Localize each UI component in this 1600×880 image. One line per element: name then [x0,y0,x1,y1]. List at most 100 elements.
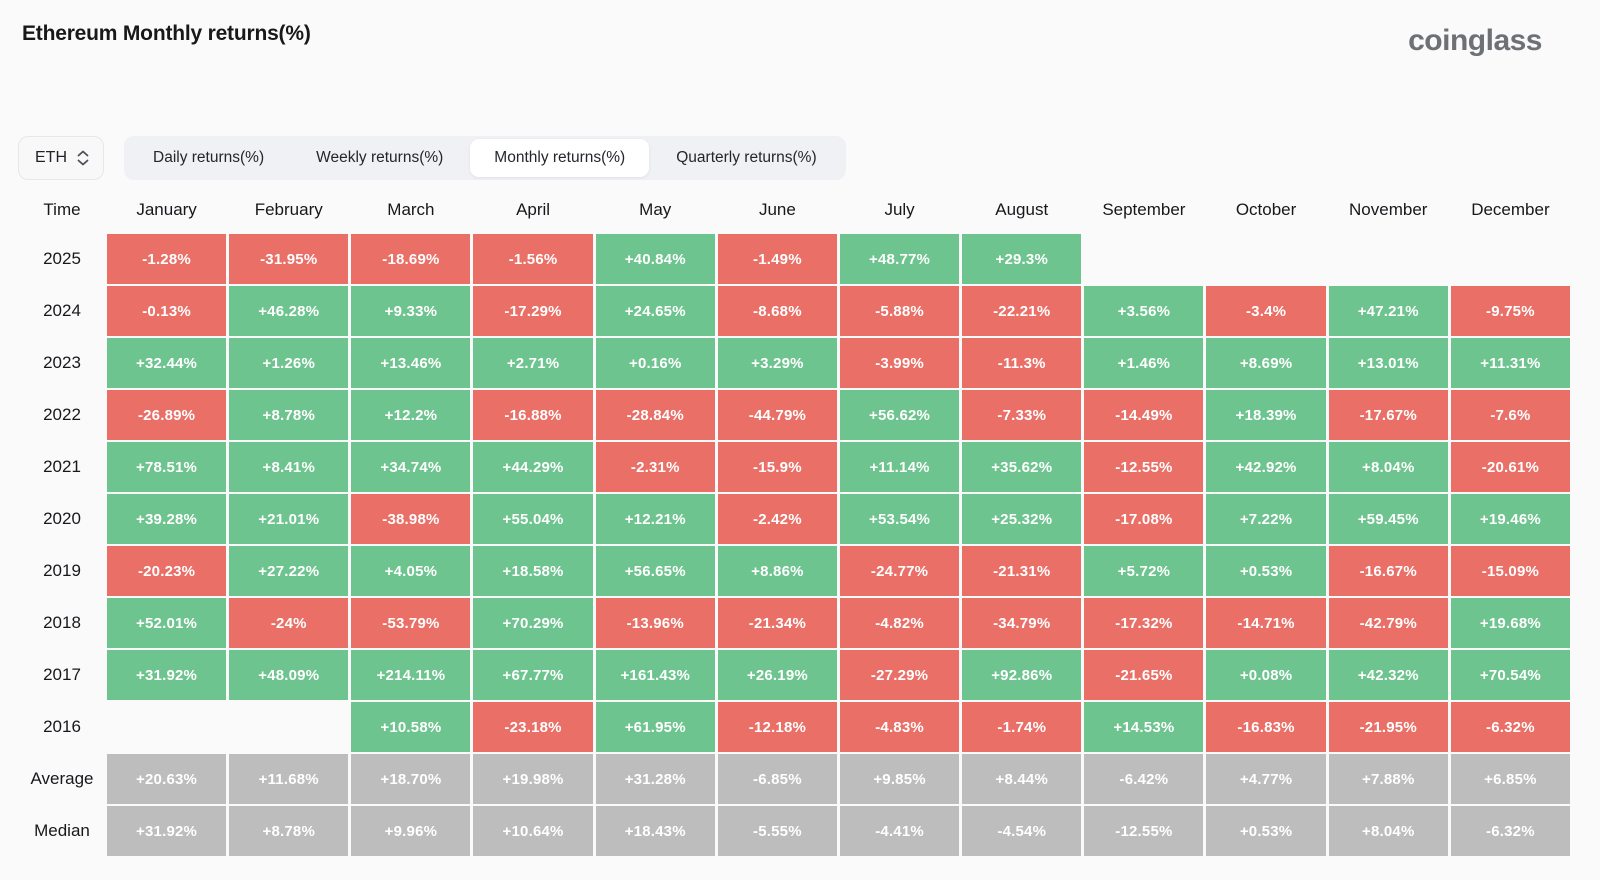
return-cell: +1.26% [229,338,349,388]
return-cell: -17.67% [1328,390,1448,440]
return-cell: -20.61% [1450,442,1570,492]
return-cell: -14.71% [1206,598,1326,648]
return-cell: -21.34% [717,598,837,648]
return-cell: -12.18% [717,702,837,752]
month-header: August [995,200,1049,219]
return-cell: -31.95% [229,234,349,284]
return-cell: -7.33% [962,390,1082,440]
return-cell: +18.43% [595,806,715,856]
return-cell: -23.18% [473,702,593,752]
return-cell: +34.74% [351,442,471,492]
return-cell: +11.14% [839,442,960,492]
return-cell: -18.69% [351,234,471,284]
return-cell: -17.32% [1084,598,1204,648]
row-label: 2023 [43,353,81,372]
return-cell: -24% [229,598,349,648]
return-cell: +61.95% [595,702,715,752]
return-cell: +24.65% [595,286,715,336]
row-label: 2020 [43,509,81,528]
return-cell: +13.01% [1328,338,1448,388]
return-cell [1451,234,1570,284]
row-label: Median [34,821,90,840]
return-cell: +32.44% [107,338,227,388]
return-cell: +47.21% [1328,286,1448,336]
return-cell: +19.98% [473,754,593,804]
return-cell: +8.04% [1328,806,1448,856]
month-header: March [387,200,435,219]
return-cell: -6.42% [1084,754,1204,804]
return-cell: +29.3% [962,234,1082,284]
month-header: June [758,200,796,219]
month-header: January [136,200,197,219]
return-cell: +48.09% [229,650,349,700]
return-cell: +55.04% [473,494,593,544]
returns-table: Time January February March April May June July… [20,188,1570,856]
return-cell: +18.70% [351,754,471,804]
return-cell: +52.01% [107,598,227,648]
return-cell: +214.11% [351,650,471,700]
row-label: 2017 [43,665,81,684]
return-cell: -21.95% [1328,702,1448,752]
return-cell: +8.41% [229,442,349,492]
return-cell: -38.98% [351,494,471,544]
return-cell: -27.29% [839,650,960,700]
return-cell: +3.56% [1084,286,1204,336]
tab-daily-returns[interactable]: Daily returns(%) [153,149,265,166]
return-cell: -12.55% [1084,806,1204,856]
return-cell: +42.92% [1206,442,1326,492]
return-cell: -16.88% [473,390,593,440]
return-cell: -28.84% [595,390,715,440]
return-cell: -8.68% [717,286,837,336]
return-cell: +9.96% [351,806,471,856]
return-cell: -1.49% [717,234,837,284]
return-cell: +42.32% [1328,650,1448,700]
symbol-select[interactable]: ETH [18,136,104,180]
return-cell: +92.86% [962,650,1082,700]
return-cell: -1.56% [473,234,593,284]
return-cell: -15.9% [717,442,837,492]
return-cell: -21.31% [962,546,1082,596]
return-cell: -2.31% [595,442,715,492]
tab-monthly-returns[interactable]: Monthly returns(%) [470,139,650,177]
return-cell [107,702,226,752]
return-cell: +20.63% [107,754,227,804]
return-cell: +8.04% [1328,442,1448,492]
return-cell: -53.79% [351,598,471,648]
return-cell: +4.05% [351,546,471,596]
returns-tab-group: Daily returns(%) Weekly returns(%) Month… [124,136,846,180]
return-cell: +12.21% [595,494,715,544]
return-cell: -13.96% [595,598,715,648]
page-title: Ethereum Monthly returns(%) [22,22,311,45]
month-header: September [1102,200,1186,219]
tab-weekly-returns[interactable]: Weekly returns(%) [316,149,444,166]
return-cell: +70.29% [473,598,593,648]
return-cell: -11.3% [962,338,1082,388]
month-header: April [516,200,551,219]
return-cell: +2.71% [473,338,593,388]
return-cell: +9.85% [839,754,960,804]
return-cell: -15.09% [1450,546,1570,596]
return-cell: -0.13% [107,286,227,336]
tab-quarterly-returns[interactable]: Quarterly returns(%) [676,149,817,166]
return-cell: -16.83% [1206,702,1326,752]
coinglass-logo: coinglass [1408,24,1542,57]
return-cell: +53.54% [839,494,960,544]
row-label: 2022 [43,405,81,424]
return-cell: -34.79% [962,598,1082,648]
return-cell: +4.77% [1206,754,1326,804]
controls-row: ETH Daily returns(%) Weekly returns(%) M… [18,136,1600,180]
return-cell: +39.28% [107,494,227,544]
row-label: 2016 [43,717,81,736]
return-cell: +40.84% [595,234,715,284]
month-header: November [1349,200,1428,219]
return-cell: +1.46% [1084,338,1204,388]
return-cell: -6.32% [1450,702,1570,752]
return-cell: -16.67% [1328,546,1448,596]
month-header: December [1471,200,1550,219]
return-cell: +19.68% [1450,598,1570,648]
return-cell: +0.53% [1206,806,1326,856]
return-cell: +0.16% [595,338,715,388]
return-cell: +7.22% [1206,494,1326,544]
row-label: Average [30,769,94,788]
return-cell: -6.85% [717,754,837,804]
